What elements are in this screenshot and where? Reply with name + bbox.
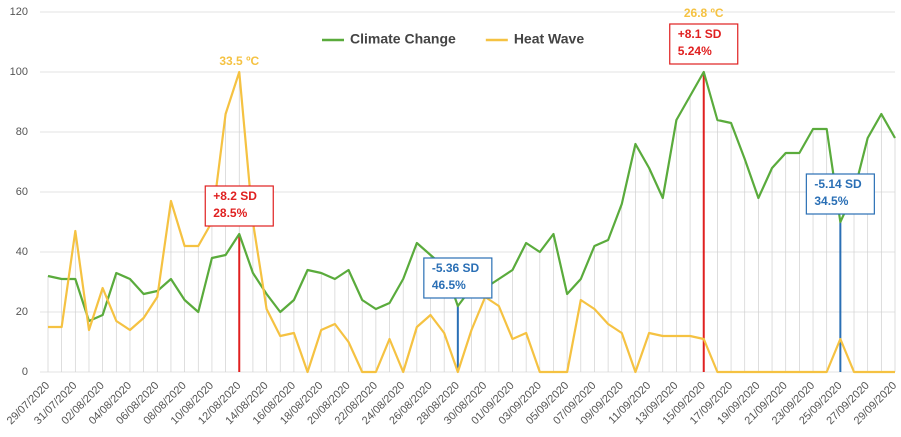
y-tick-label: 80: [16, 126, 28, 138]
temperature-label: 33.5 ºC: [219, 54, 259, 68]
y-tick-label: 120: [10, 6, 28, 18]
annotation-box: [805, 173, 875, 215]
annotation-text: 34.5%: [814, 194, 848, 208]
temperature-label: 26.8 ºC: [684, 6, 724, 20]
annotation-text: 28.5%: [213, 206, 247, 220]
legend-label: Heat Wave: [514, 31, 585, 47]
annotation-text: +8.1 SD: [678, 27, 722, 41]
legend-label: Climate Change: [350, 31, 456, 47]
annotation-text: -5.14 SD: [814, 177, 862, 191]
y-tick-label: 0: [22, 366, 28, 378]
annotation-box: [204, 185, 274, 227]
annotation-text: 5.24%: [678, 44, 712, 58]
annotation-text: 46.5%: [432, 278, 466, 292]
annotation-box: [669, 23, 739, 65]
y-tick-label: 20: [16, 306, 28, 318]
annotation-text: +8.2 SD: [213, 189, 257, 203]
y-tick-label: 40: [16, 246, 28, 258]
annotation-text: -5.36 SD: [432, 261, 480, 275]
series-line: [48, 70, 895, 374]
y-tick-label: 100: [10, 66, 28, 78]
annotation-box: [423, 257, 493, 299]
y-tick-label: 60: [16, 186, 28, 198]
